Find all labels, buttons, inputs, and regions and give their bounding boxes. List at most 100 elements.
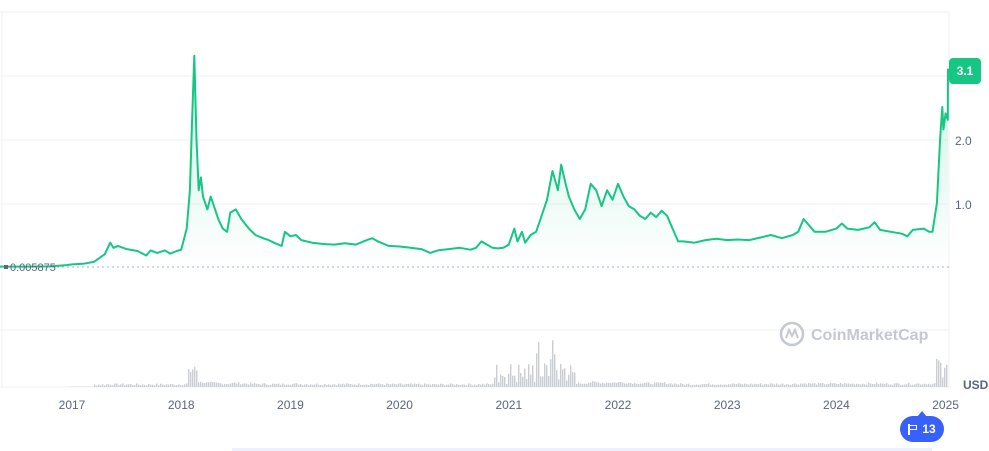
x-tick-label-2017: 2017 [59,398,86,412]
volume-bar [430,384,432,387]
volume-bar [114,383,116,387]
volume-bar [882,383,884,387]
volume-bar [336,385,338,387]
volume-bar [250,382,252,387]
volume-bar [172,384,174,387]
events-button[interactable]: 13 [900,411,944,442]
volume-bar [640,383,642,387]
volume-bar [386,383,388,387]
volume-bar [104,385,106,387]
volume-bar [432,384,434,387]
volume-bar [278,383,280,387]
volume-bar [824,384,826,387]
volume-bar [796,384,798,387]
volume-bar [74,386,76,387]
volume-bar [682,383,684,387]
volume-bar [400,383,402,387]
volume-bar [264,383,266,387]
volume-bar [578,382,580,387]
x-tick-label-2022: 2022 [605,398,632,412]
y-axis-label-2: 2.0 [955,134,972,148]
volume-bar [322,385,324,387]
volume-bar [184,384,186,387]
volume-bar [664,382,666,387]
volume-bar [212,381,214,387]
volume-bar [696,384,698,387]
x-tick-label-2019: 2019 [277,398,304,412]
volume-bar [234,382,236,387]
volume-bar [638,384,640,387]
volume-bar [420,384,422,387]
volume-bar [378,383,380,387]
volume-bar [752,384,754,387]
volume-bar [452,384,454,387]
volume-bar [784,384,786,387]
volume-bar [760,383,762,387]
y-axis-label-1: 1.0 [955,198,972,212]
watermark-text: CoinMarketCap [811,327,929,344]
volume-bar [700,384,702,387]
volume-bar [662,382,664,387]
volume-bar [918,383,920,387]
volume-bar [132,384,134,387]
volume-bar [256,383,258,387]
volume-bar [422,385,424,387]
volume-bar [670,383,672,387]
volume-bar [852,383,854,387]
volume-bar [612,382,614,387]
volume-bar [112,385,114,387]
volume-bar [416,384,418,387]
volume-bar [86,386,88,387]
volume-bar [794,383,796,387]
volume-bar [84,386,86,387]
volume-bar [610,383,612,387]
volume-bar [878,384,880,387]
volume-bar [540,376,542,387]
volume-bar [306,384,308,387]
volume-bar [910,384,912,387]
volume-bar [750,383,752,387]
coinmarketcap-logo-mark [785,327,799,339]
volume-bar [504,377,506,387]
volume-bar [440,383,442,387]
volume-bar [726,384,728,387]
volume-bar [238,382,240,387]
volume-bar [274,383,276,387]
volume-bar [748,384,750,387]
volume-bar [304,384,306,387]
volume-bar [72,386,74,387]
volume-bar [818,382,820,387]
volume-bar [634,382,636,387]
volume-bar [892,384,894,387]
volume-bar [756,384,758,387]
volume-bar [204,383,206,387]
volume-bar [192,369,194,387]
volume-bar [134,385,136,387]
volume-bar [888,384,890,387]
volume-bar [782,383,784,387]
volume-bar [144,384,146,387]
volume-bar [660,382,662,387]
volume-bar [712,384,714,387]
volume-bar [596,382,598,387]
volume-bar [330,385,332,387]
volume-bar [448,384,450,387]
volume-bar [528,364,530,387]
volume-bar [280,384,282,387]
volume-bar [764,384,766,387]
volume-bar [382,384,384,387]
volume-bar [396,384,398,387]
volume-bar [272,383,274,387]
volume-bar [786,384,788,387]
volume-bar [898,383,900,387]
volume-bar [312,384,314,387]
volume-bar [492,383,494,387]
volume-bar [266,384,268,387]
volume-bar [736,384,738,387]
volume-bar [860,384,862,387]
volume-bar [224,384,226,387]
volume-bar [524,368,526,387]
volume-bar [426,384,428,387]
volume-bar [478,383,480,387]
volume-bar [766,384,768,387]
